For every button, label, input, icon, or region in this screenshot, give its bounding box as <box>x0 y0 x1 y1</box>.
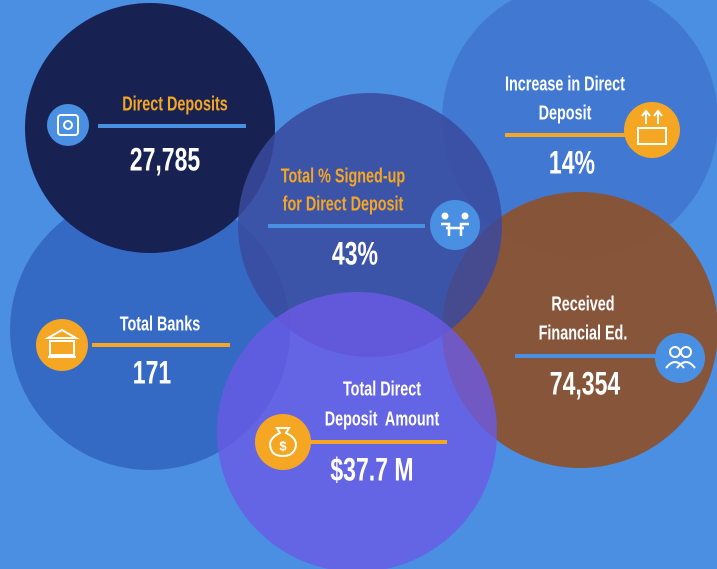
value: 171 <box>133 355 171 391</box>
label: Total Direct <box>343 377 421 400</box>
label: Increase in Direct <box>505 72 625 95</box>
label: Total Banks <box>120 312 200 335</box>
label: for Direct Deposit <box>283 192 404 215</box>
label: Direct Deposits <box>122 92 228 115</box>
label: Deposit <box>539 101 592 124</box>
icon-arrows <box>641 109 663 124</box>
icon <box>624 102 680 158</box>
value: 43% <box>332 236 378 272</box>
circle <box>442 192 717 468</box>
icon <box>47 104 89 146</box>
icon-bank <box>44 328 80 358</box>
icon-moneybag <box>269 427 297 458</box>
icon-safe <box>57 114 79 136</box>
icon-box <box>637 127 667 145</box>
label: Financial Ed. <box>539 321 628 344</box>
icon-dial <box>63 120 73 130</box>
value: 74,354 <box>550 366 621 402</box>
value: $37.7 M <box>330 452 413 488</box>
icon-dollar: $ <box>279 438 287 453</box>
icon-user <box>680 346 692 358</box>
icon <box>255 414 311 470</box>
icon-person <box>441 212 449 220</box>
value: 14% <box>549 145 595 181</box>
circle <box>10 190 290 470</box>
label: Deposit Amount <box>325 407 440 430</box>
label: Total % Signed-up <box>281 164 405 187</box>
icon <box>430 200 480 250</box>
icon <box>655 333 705 383</box>
icon-person <box>461 212 469 220</box>
circle <box>217 292 497 569</box>
icon <box>36 319 88 371</box>
label: Received <box>551 292 614 315</box>
value: 27,785 <box>130 142 200 178</box>
icon-table <box>441 222 469 236</box>
icon-users <box>665 361 696 369</box>
circle <box>442 0 717 258</box>
